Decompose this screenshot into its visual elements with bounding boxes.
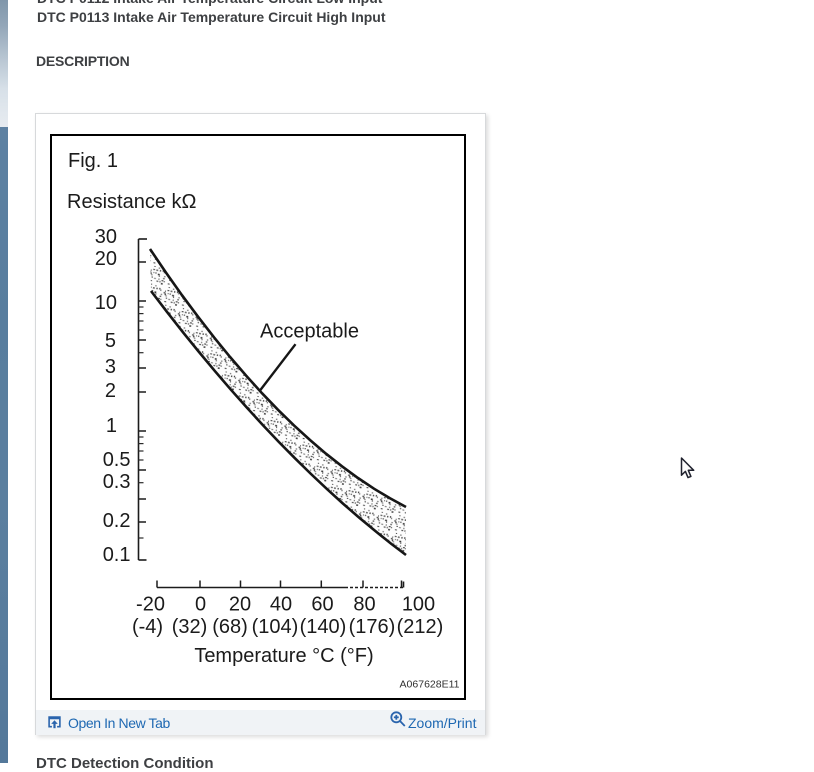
svg-text:(140): (140) [300, 616, 347, 638]
svg-text:5: 5 [105, 330, 116, 352]
svg-text:20: 20 [95, 248, 117, 270]
svg-text:10: 10 [95, 292, 117, 314]
svg-text:0.3: 0.3 [103, 471, 131, 493]
svg-text:Temperature °C (°F): Temperature °C (°F) [194, 645, 373, 667]
svg-text:(104): (104) [252, 616, 299, 638]
svg-text:A067628E11: A067628E11 [400, 679, 460, 691]
svg-text:2: 2 [105, 380, 116, 402]
svg-text:(-4): (-4) [132, 616, 163, 638]
svg-text:60: 60 [311, 594, 333, 616]
svg-text:0.5: 0.5 [103, 449, 131, 471]
svg-text:Fig. 1: Fig. 1 [68, 150, 118, 172]
svg-text:20: 20 [229, 594, 251, 616]
svg-text:30: 30 [95, 226, 117, 248]
svg-text:0.2: 0.2 [103, 510, 131, 532]
svg-text:(32): (32) [172, 616, 208, 638]
svg-text:(212): (212) [397, 616, 444, 638]
svg-text:1: 1 [106, 415, 117, 437]
svg-text:40: 40 [270, 594, 292, 616]
svg-text:100: 100 [402, 594, 435, 616]
svg-text:Acceptable: Acceptable [260, 321, 359, 343]
svg-text:3: 3 [105, 356, 116, 378]
svg-text:-20: -20 [136, 594, 165, 616]
svg-text:80: 80 [353, 594, 375, 616]
svg-text:0: 0 [195, 594, 206, 616]
svg-text:(68): (68) [212, 616, 248, 638]
svg-text:(176): (176) [349, 616, 396, 638]
svg-text:Resistance kΩ: Resistance kΩ [67, 191, 196, 213]
svg-text:0.1: 0.1 [103, 544, 131, 566]
